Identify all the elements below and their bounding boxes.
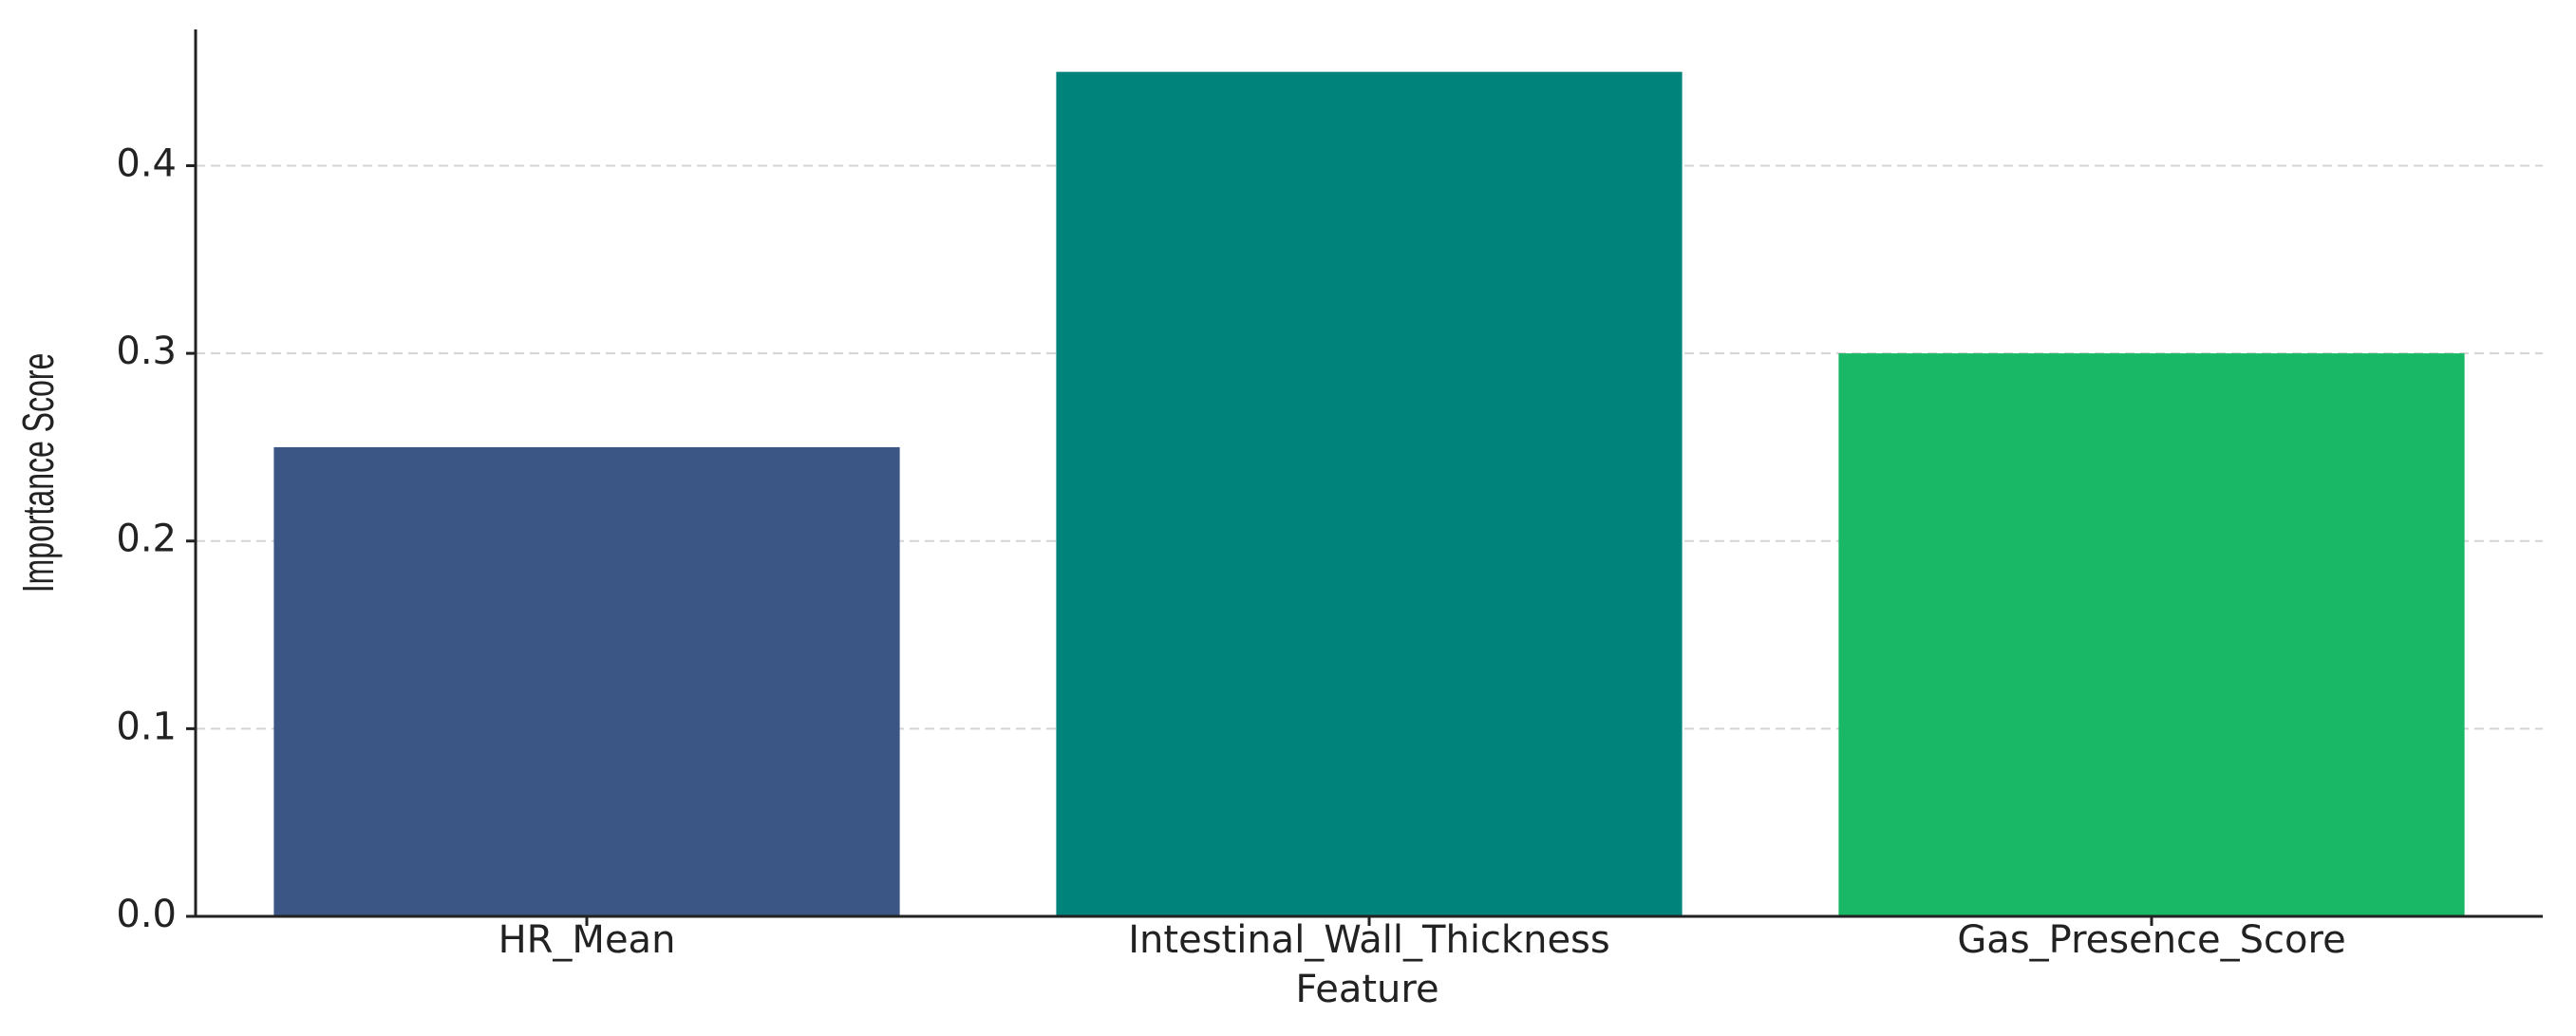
x-tick-label: Gas_Presence_Score <box>1957 918 2345 962</box>
x-tick-label: Intestinal_Wall_Thickness <box>1128 918 1609 962</box>
bar <box>1056 71 1683 916</box>
y-tick-label: 0.1 <box>116 705 177 748</box>
x-axis-label: Feature <box>1295 968 1438 1011</box>
y-tick-label: 0.2 <box>116 518 177 561</box>
y-tick-label: 0.4 <box>116 141 177 185</box>
bar <box>273 446 900 916</box>
x-tick-label: HR_Mean <box>498 918 676 962</box>
bar <box>1838 353 2465 916</box>
y-tick-label: 0.3 <box>116 330 177 373</box>
y-axis-label: Importance Score <box>15 353 64 593</box>
y-tick-label: 0.0 <box>116 893 177 936</box>
